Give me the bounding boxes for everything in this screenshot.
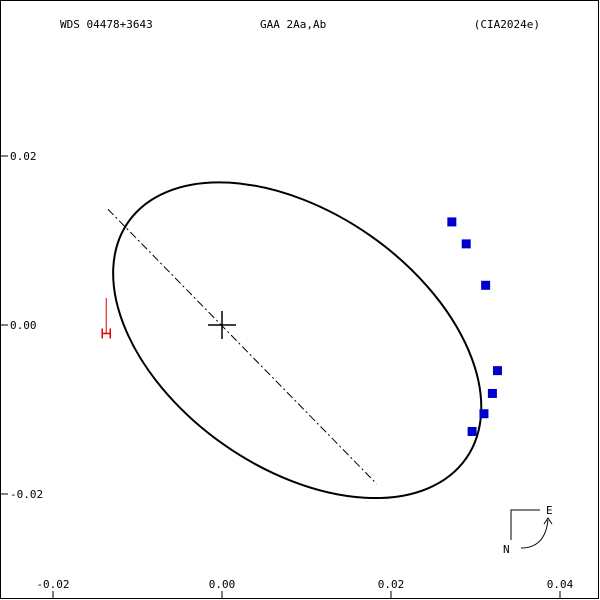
x-tick-label: 0.04	[547, 578, 574, 591]
red-residual-marker	[101, 297, 111, 339]
primary-star-marker	[208, 311, 236, 339]
x-tick-label: -0.02	[36, 578, 69, 591]
observation-point	[487, 388, 497, 398]
header-system-id: WDS 04478+3643	[60, 18, 153, 31]
observation-point	[467, 426, 477, 436]
orientation-indicator: E N	[503, 504, 553, 556]
y-axis: 0.02 0.00 -0.02	[0, 150, 43, 501]
header-system-name: GAA 2Aa,Ab	[260, 18, 326, 31]
y-tick-label: 0.02	[10, 150, 37, 163]
orientation-arrow	[520, 519, 549, 549]
north-label: N	[503, 543, 510, 556]
orientation-arrowhead	[543, 517, 553, 525]
east-label: E	[546, 504, 553, 517]
orbit-ellipse	[112, 181, 483, 500]
observation-point	[479, 409, 489, 419]
x-axis: -0.02 0.00 0.02 0.04	[36, 578, 574, 599]
x-tick-label: 0.02	[378, 578, 405, 591]
header-orbit-reference: (CIA2024e)	[474, 18, 540, 31]
line-of-nodes	[107, 208, 377, 485]
observation-point	[481, 280, 491, 290]
observation-point	[461, 239, 471, 249]
y-tick-label: 0.00	[10, 319, 37, 332]
x-tick-label: 0.00	[209, 578, 236, 591]
orientation-bracket	[510, 509, 540, 540]
observation-points	[447, 217, 502, 436]
observation-point	[447, 217, 457, 227]
y-tick-label: -0.02	[10, 488, 43, 501]
observation-point	[492, 366, 502, 376]
